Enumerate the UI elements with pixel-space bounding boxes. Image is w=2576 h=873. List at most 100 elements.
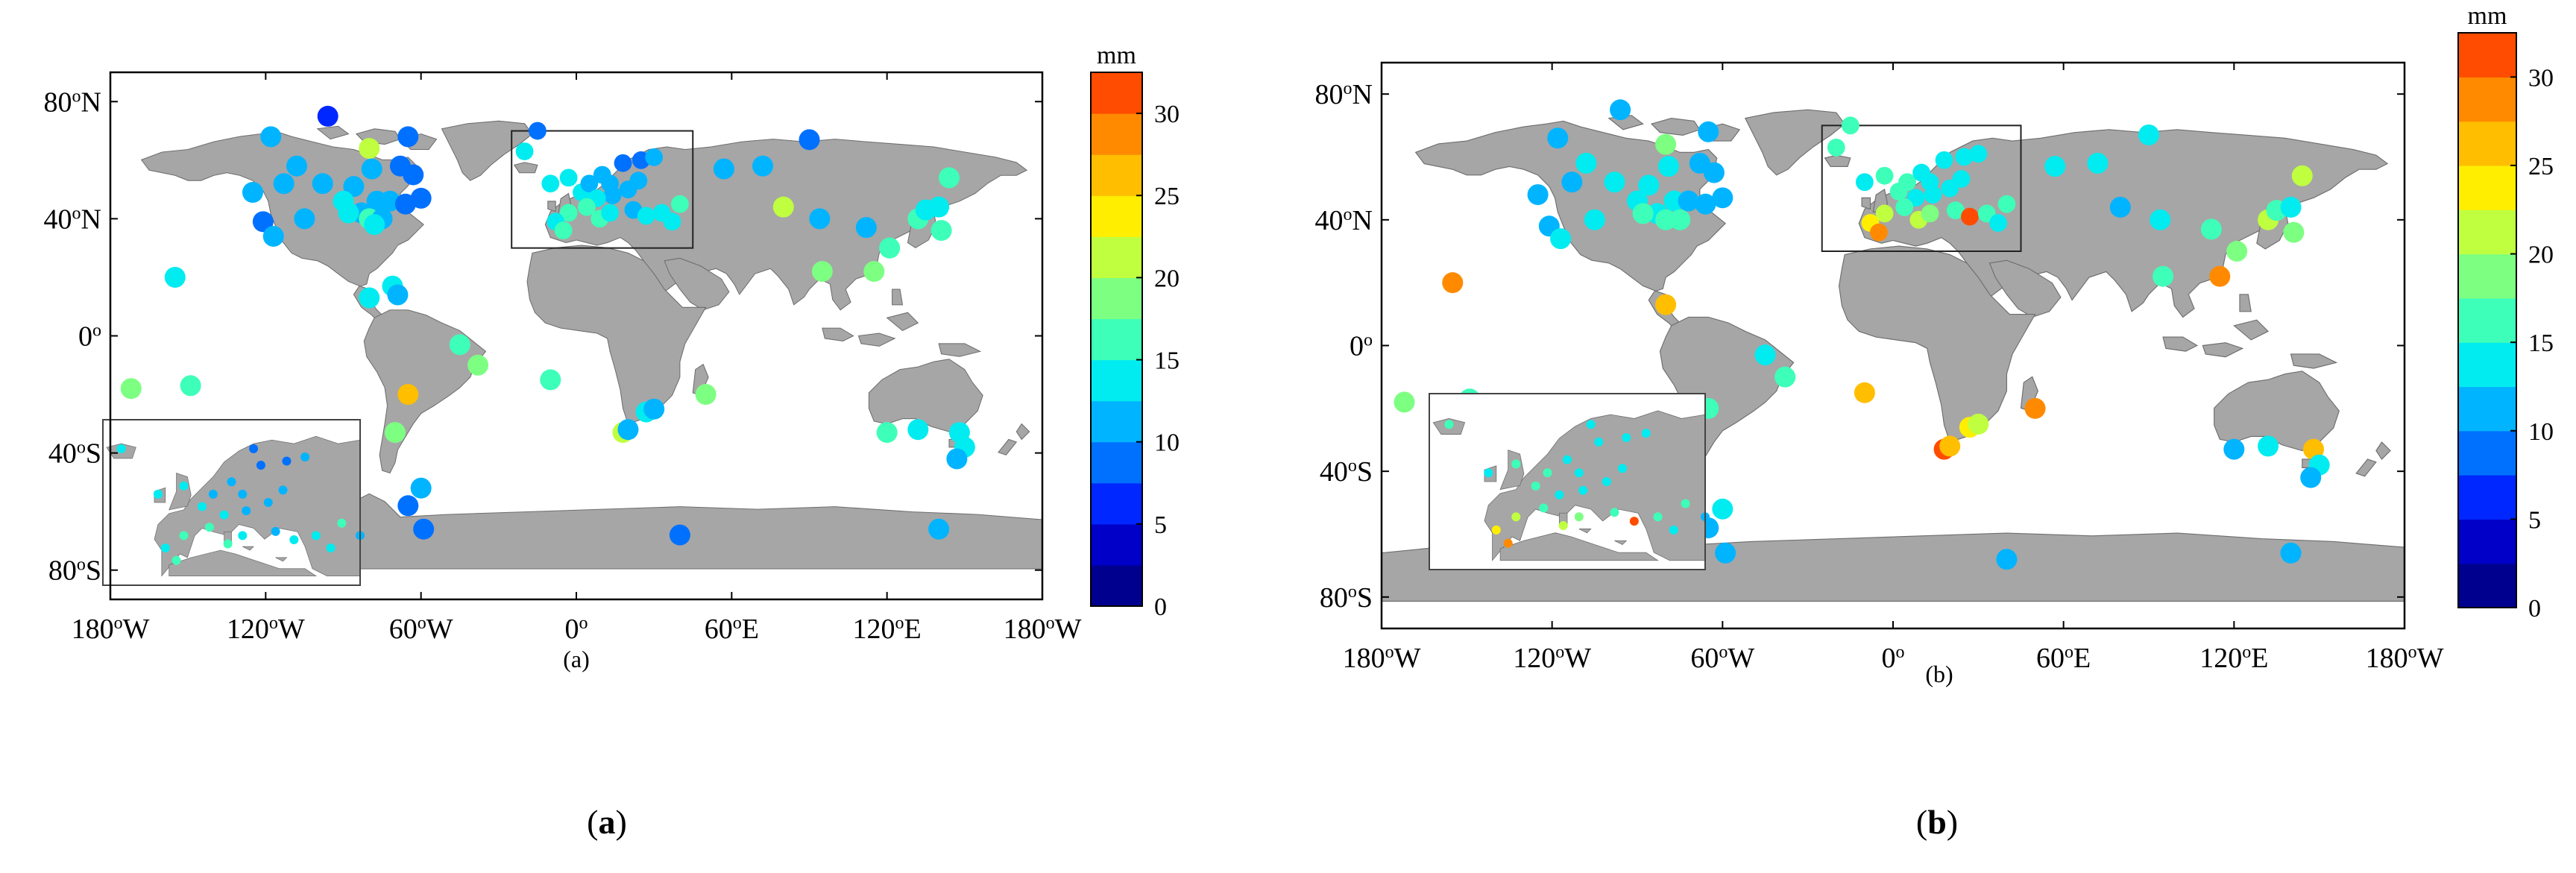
colorbar-segment (1091, 195, 1142, 237)
inset-station-marker (1586, 420, 1596, 429)
station-marker (1561, 171, 1583, 193)
station-marker (361, 158, 382, 180)
station-marker (1921, 204, 1939, 223)
inset-station-marker (300, 452, 310, 461)
colorbar-segment (2458, 386, 2516, 432)
x-tick-label: 60oW (1690, 643, 1754, 674)
station-marker (2280, 196, 2302, 218)
station-marker (397, 126, 419, 148)
inset-station-marker (1681, 499, 1690, 508)
station-marker (2283, 221, 2305, 243)
station-marker (643, 398, 665, 420)
colorbar-tick-label: 25 (1154, 183, 1180, 210)
colorbar-tick-label: 10 (2528, 418, 2554, 446)
inset-station-marker (198, 502, 207, 511)
inset-station-marker (223, 539, 233, 549)
x-tick-label: 120oE (853, 614, 922, 645)
station-marker (772, 196, 794, 218)
inset-station-marker (238, 489, 248, 499)
inset-station-marker (1503, 538, 1513, 548)
x-tick-label: 60oE (705, 614, 759, 645)
station-marker (1898, 173, 1916, 192)
y-tick-label: 0o (1350, 331, 1373, 362)
inset-station-marker (238, 531, 248, 540)
station-marker (855, 217, 877, 239)
station-marker (2200, 218, 2222, 240)
station-marker (1989, 214, 2007, 232)
station-marker (1961, 207, 1979, 226)
station-marker (2223, 438, 2245, 460)
station-marker (577, 198, 596, 216)
inset-station-marker (1653, 512, 1663, 522)
axis-labels: 180oW 120oW 60oW 0o 60oE 120oE 180oW 80oN 40oN 0o… (44, 72, 1082, 645)
inset-station-marker (1669, 525, 1678, 535)
colorbar-segment (1091, 318, 1142, 361)
x-tick-label: 180oW (1004, 614, 1082, 645)
station-marker (930, 220, 952, 242)
inset-station-marker (263, 498, 273, 507)
colorbar-tick-label: 25 (2528, 153, 2554, 180)
station-marker (1655, 133, 1677, 155)
inset-station-marker (1563, 455, 1572, 464)
station-marker (1698, 121, 1719, 142)
x-tick-label: 0o (565, 614, 588, 645)
colorbar-segment (2458, 253, 2516, 299)
station-marker (2109, 196, 2131, 218)
station-marker (2300, 467, 2322, 488)
station-marker (1527, 184, 1549, 206)
station-marker (410, 187, 432, 209)
station-marker (312, 173, 333, 195)
colorbar-tick-label: 20 (2528, 242, 2554, 269)
colorbar-segment (2458, 519, 2516, 564)
station-marker (695, 384, 717, 406)
colorbar-segment (1091, 564, 1142, 607)
inset-station-marker (271, 526, 280, 536)
x-tick-label: 120oW (1513, 643, 1591, 674)
station-marker (262, 225, 284, 247)
x-tick-label: 180oW (72, 614, 150, 645)
station-marker (359, 287, 380, 309)
panel-b-outer-caption: (b) (1916, 803, 1958, 841)
panel-a: 180oW 120oW 60oW 0o 60oE 120oE 180oW 80oN 40oN 0o… (44, 42, 1180, 672)
station-marker (1575, 152, 1597, 174)
station-marker (2138, 124, 2159, 145)
y-tick-label: 80oS (1320, 582, 1373, 614)
inset-station-marker (1578, 485, 1588, 495)
station-marker (939, 167, 960, 189)
europe-inset (1429, 393, 1710, 570)
station-marker (619, 180, 637, 199)
station-marker (1939, 435, 1961, 457)
station-marker (541, 174, 560, 193)
colorbar-tick-label: 30 (2528, 64, 2554, 92)
inset-station-marker (326, 543, 336, 553)
station-marker (260, 126, 282, 148)
station-marker (1754, 344, 1776, 366)
colorbar-tick-label: 15 (2528, 330, 2554, 357)
station-marker (384, 422, 406, 444)
inset-station-marker (337, 518, 347, 528)
colorbar-segment (1091, 154, 1142, 196)
station-marker (529, 122, 547, 140)
station-marker (1550, 228, 1572, 250)
station-marker (120, 378, 142, 400)
station-marker (1604, 171, 1625, 193)
station-marker (637, 207, 655, 225)
station-marker (559, 168, 578, 187)
station-marker (364, 214, 385, 236)
station-marker (1584, 209, 1605, 230)
inset-station-marker (160, 543, 170, 553)
station-marker (663, 212, 681, 231)
colorbar: mm 0 5 10 15 20 25 30 (2457, 2, 2554, 623)
colorbar-segment (2458, 342, 2516, 388)
station-marker (1855, 173, 1874, 192)
europe-inset (102, 419, 365, 586)
station-marker (1655, 294, 1677, 315)
colorbar: mm 0 5 10 15 20 25 30 (1090, 42, 1180, 621)
station-marker (809, 208, 831, 230)
colorbar-tick-label: 0 (2528, 595, 2541, 623)
station-marker (1841, 116, 1859, 135)
colorbar-segment (2458, 33, 2516, 78)
colorbar-segment (1091, 523, 1142, 566)
station-markers (120, 105, 975, 546)
